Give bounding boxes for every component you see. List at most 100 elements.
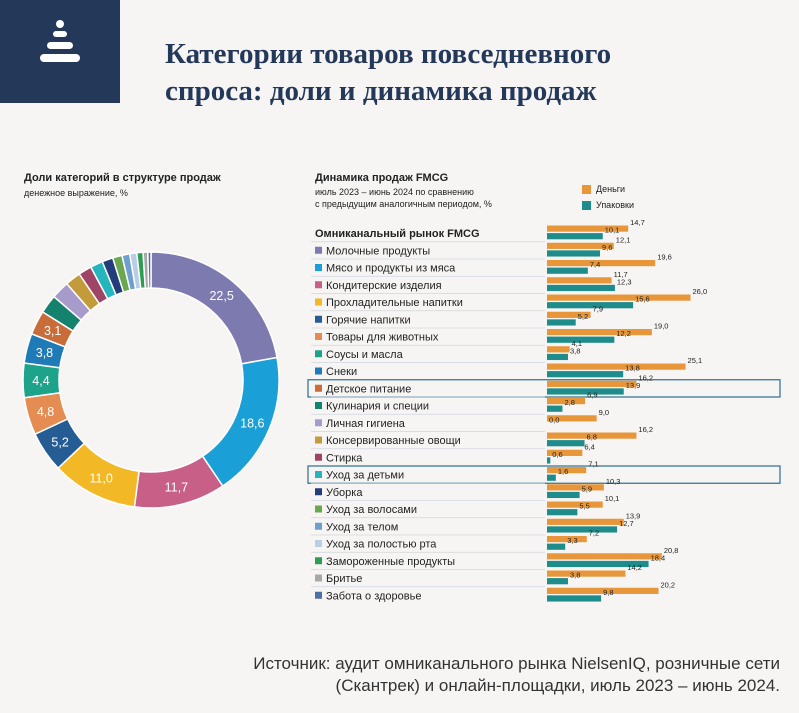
category-label: Прохладительные напитки xyxy=(326,297,463,309)
bar-value-label: 6,9 xyxy=(587,391,597,400)
source-line2: (Скантрек) и онлайн-площадки, июль 2023 … xyxy=(335,676,780,695)
bar-money xyxy=(547,225,629,232)
bar-value-label: 2,8 xyxy=(564,398,574,407)
bar-value-label: 13,8 xyxy=(625,364,640,373)
category-label: Соусы и масла xyxy=(326,349,404,361)
category-label: Снеки xyxy=(326,366,357,378)
donut-chart-title: Доли категорий в структуре продаж xyxy=(24,172,221,184)
bar-value-label: 7,2 xyxy=(589,529,599,538)
bar-units xyxy=(547,543,566,550)
bar-chart-subtitle-line2: с предыдущим аналогичным периодом, % xyxy=(315,199,492,209)
bar-value-label: 16,2 xyxy=(638,425,653,434)
bar-value-label: 12,2 xyxy=(616,329,631,338)
category-marker xyxy=(315,281,322,289)
category-marker xyxy=(315,419,322,427)
bar-money xyxy=(547,294,691,301)
bar-units xyxy=(547,388,624,395)
category-marker xyxy=(315,557,322,565)
bar-value-label: 0,0 xyxy=(549,415,559,424)
category-label: Консервированные овощи xyxy=(326,435,461,447)
bar-money xyxy=(547,467,587,474)
bar-value-label: 15,6 xyxy=(635,295,650,304)
bar-value-label: 18,4 xyxy=(651,553,666,562)
category-marker xyxy=(315,591,322,599)
donut-chart: 22,5 18,6 11,7 11,0 5,2 4,8 4,4 3,8 3,1 xyxy=(22,251,280,509)
bar-units xyxy=(547,371,624,378)
bar-value-label: 10,1 xyxy=(605,226,620,235)
bar-money xyxy=(547,449,583,456)
stacked-pyramid-icon xyxy=(40,20,80,62)
legend-item-units: Упаковки xyxy=(582,197,634,213)
page-title-line1: Категории товаров повседневного xyxy=(165,38,612,70)
bar-value-label: 13,9 xyxy=(626,381,641,390)
bar-value-label: 1,6 xyxy=(558,467,568,476)
bar-money xyxy=(547,346,570,353)
bar-money xyxy=(547,484,604,491)
bar-units xyxy=(547,405,563,412)
bar-chart-title: Динамика продаж FMCG xyxy=(315,172,449,184)
bar-units xyxy=(547,319,576,326)
category-marker xyxy=(315,540,322,547)
donut-slice-label: 4,8 xyxy=(37,405,54,419)
bar-value-label: 6,4 xyxy=(584,442,594,451)
bar-value-label: 25,1 xyxy=(688,356,703,365)
bar-units xyxy=(547,474,556,481)
category-label: Уход за телом xyxy=(326,521,398,533)
bar-value-label: 12,3 xyxy=(617,277,632,286)
page-title: Категории товаров повседневного спроса: … xyxy=(165,36,765,110)
logo-box xyxy=(0,0,120,103)
category-marker xyxy=(315,522,322,530)
bar-value-label: 5,5 xyxy=(579,502,589,511)
bar-value-label: 16,2 xyxy=(638,373,653,382)
donut-slice-label: 18,6 xyxy=(240,416,264,430)
bar-value-label: 13,9 xyxy=(626,511,641,520)
category-marker xyxy=(315,453,322,461)
bar-money xyxy=(547,380,637,387)
bar-value-label: 0,6 xyxy=(552,450,562,459)
category-marker xyxy=(315,264,322,271)
bar-money xyxy=(547,570,626,577)
bar-value-label: 9,6 xyxy=(602,243,612,252)
bar-money xyxy=(547,277,612,284)
bar-value-label: 14,2 xyxy=(627,563,642,572)
source-line1: Источник: аудит омниканального рынка Nie… xyxy=(253,654,780,673)
legend-label-money: Деньги xyxy=(596,184,626,194)
bar-value-label: 12,7 xyxy=(619,519,634,528)
category-label: Уборка xyxy=(326,487,363,499)
category-marker xyxy=(315,333,322,340)
bar-value-label: 11,7 xyxy=(614,270,628,279)
bar-chart-subtitle-line1: июль 2023 – июнь 2024 по сравнению xyxy=(315,187,474,197)
bar-value-label: 19,0 xyxy=(654,322,669,331)
category-label: Уход за волосами xyxy=(326,504,417,516)
bar-units xyxy=(547,595,602,602)
bar-units xyxy=(547,267,588,274)
category-label: Мясо и продукты из мяса xyxy=(326,263,456,275)
bar-value-label: 3,8 xyxy=(570,571,580,580)
donut-slice-label: 3,1 xyxy=(44,324,61,338)
bar-units xyxy=(547,336,615,343)
category-label: Кондитерские изделия xyxy=(326,280,442,292)
bar-chart: Омниканальный рынок FMCG 14,7 10,1 Молочные… xyxy=(307,218,781,602)
bar-units xyxy=(547,440,585,447)
category-marker xyxy=(315,384,322,392)
category-label: Бритье xyxy=(326,573,362,585)
category-label: Стирка xyxy=(326,452,363,464)
category-marker xyxy=(315,315,322,323)
bar-money xyxy=(547,536,587,543)
donut-slice xyxy=(147,251,152,289)
category-marker xyxy=(315,367,322,375)
category-label: Уход за полостью рта xyxy=(326,539,437,551)
bar-money xyxy=(547,260,656,267)
legend-label-units: Упаковки xyxy=(596,200,634,210)
category-label: Замороженные продукты xyxy=(326,556,455,568)
page-title-line2: спроса: доли и динамика продаж xyxy=(165,75,597,107)
bar-money xyxy=(547,587,659,594)
bar-money xyxy=(547,329,652,336)
bar-value-label: 7,9 xyxy=(593,304,603,313)
source-note: Источник: аудит омниканального рынка Nie… xyxy=(30,653,780,697)
bar-units xyxy=(547,491,580,499)
category-marker xyxy=(315,298,322,306)
legend-swatch-money xyxy=(582,184,591,194)
donut-slice-label: 4,4 xyxy=(32,374,49,388)
category-label: Кулинария и специи xyxy=(326,401,429,413)
